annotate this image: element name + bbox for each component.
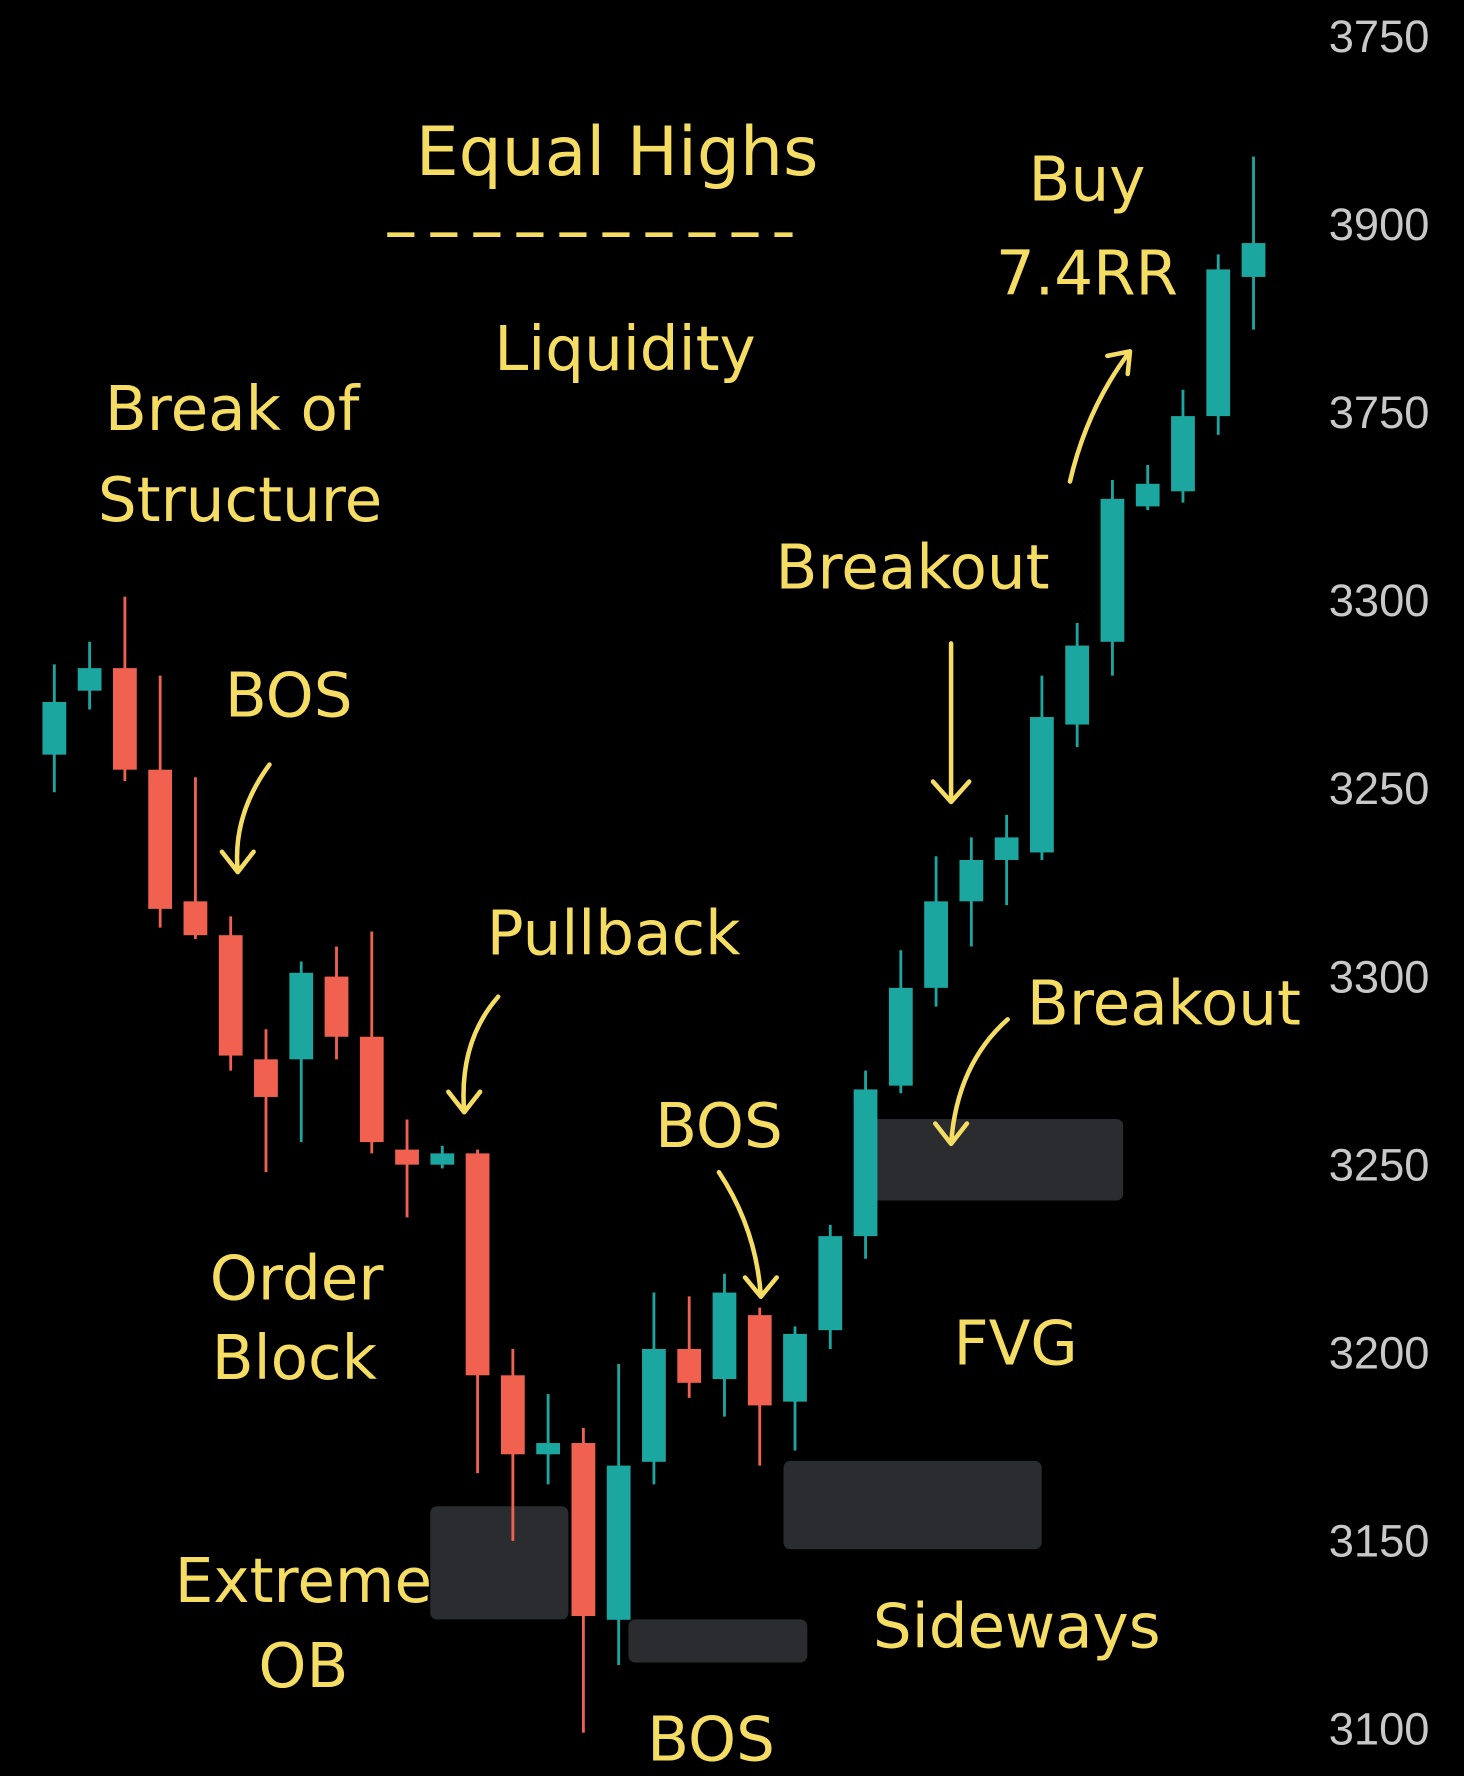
y-tick-label: 3750: [1329, 11, 1430, 62]
annotation: BOS: [647, 1705, 775, 1776]
candle-body: [853, 1089, 878, 1237]
order-block-zone: [430, 1506, 569, 1620]
candle-body: [148, 769, 173, 909]
y-tick-label: 3250: [1329, 763, 1430, 814]
annotation: Extreme: [175, 1546, 432, 1617]
candle-body: [747, 1315, 772, 1406]
zones: [430, 1118, 1124, 1663]
candle-body: [606, 1465, 631, 1620]
candle-body: [218, 935, 243, 1056]
fvg-zone: [871, 1118, 1124, 1201]
y-tick-label: 3750: [1329, 387, 1430, 438]
candle-body: [359, 1036, 384, 1143]
y-tick-label: 3900: [1329, 199, 1430, 250]
annotation: Breakout: [776, 533, 1050, 604]
annotation: Block: [212, 1323, 378, 1394]
candle-body: [1135, 483, 1160, 507]
y-tick-label: 3300: [1329, 575, 1430, 626]
candle-body: [571, 1443, 596, 1617]
candle-body: [1065, 645, 1090, 725]
candle-body: [395, 1149, 419, 1165]
annotation: Structure: [98, 465, 382, 536]
candle-body: [289, 972, 314, 1060]
y-tick-label: 3250: [1329, 1139, 1430, 1190]
arrow: [219, 762, 272, 875]
annotation: Break of: [105, 374, 361, 445]
annotation: Order: [210, 1244, 385, 1315]
candle-body: [1206, 269, 1231, 417]
candle-body: [677, 1348, 702, 1383]
candle-body: [183, 901, 208, 936]
candle-body: [1171, 416, 1195, 492]
arrow: [1067, 349, 1133, 484]
candle-body: [924, 901, 948, 988]
candle-body: [430, 1153, 455, 1165]
candle-body: [42, 701, 67, 755]
bos-zone: [628, 1619, 808, 1663]
candle-body: [818, 1236, 843, 1331]
candle-body: [783, 1333, 807, 1402]
candle-body: [77, 668, 102, 691]
annotation: Breakout: [1027, 969, 1301, 1040]
candle-body: [1100, 498, 1125, 642]
annotation: OB: [258, 1631, 348, 1702]
candle-body: [959, 859, 984, 902]
sideways-zone: [783, 1460, 1042, 1550]
arrow: [446, 994, 501, 1115]
annotation: Pullback: [487, 898, 741, 969]
arrow: [932, 1017, 1010, 1147]
annotation: 7.4RR: [996, 238, 1178, 309]
candle-body: [465, 1153, 490, 1376]
candle-body: [536, 1443, 561, 1455]
annotation: BOS: [225, 661, 353, 732]
annotation: Sideways: [873, 1591, 1161, 1662]
candle-body: [324, 976, 349, 1037]
candle-body: [994, 837, 1019, 860]
candle-body: [642, 1348, 666, 1462]
candle-body: [254, 1059, 278, 1097]
candle-body: [888, 987, 913, 1086]
y-tick-label: 3150: [1329, 1516, 1430, 1567]
annotation: Buy: [1029, 144, 1146, 215]
annotation: BOS: [655, 1091, 783, 1162]
arrow: [930, 641, 972, 805]
arrow: [716, 1169, 779, 1300]
y-tick-label: 3200: [1329, 1327, 1430, 1378]
candle-body: [1241, 243, 1266, 277]
candle-body: [112, 668, 137, 770]
arrows: [219, 232, 1133, 1300]
candle-body: [1030, 717, 1054, 853]
annotation: Liquidity: [494, 314, 755, 385]
annotation: FVG: [953, 1308, 1077, 1379]
y-tick-label: 3300: [1329, 951, 1430, 1002]
candle-body: [500, 1375, 525, 1455]
y-tick-label: 3100: [1329, 1704, 1430, 1755]
annotation: Equal Highs: [416, 113, 819, 192]
candle-body: [712, 1292, 737, 1380]
